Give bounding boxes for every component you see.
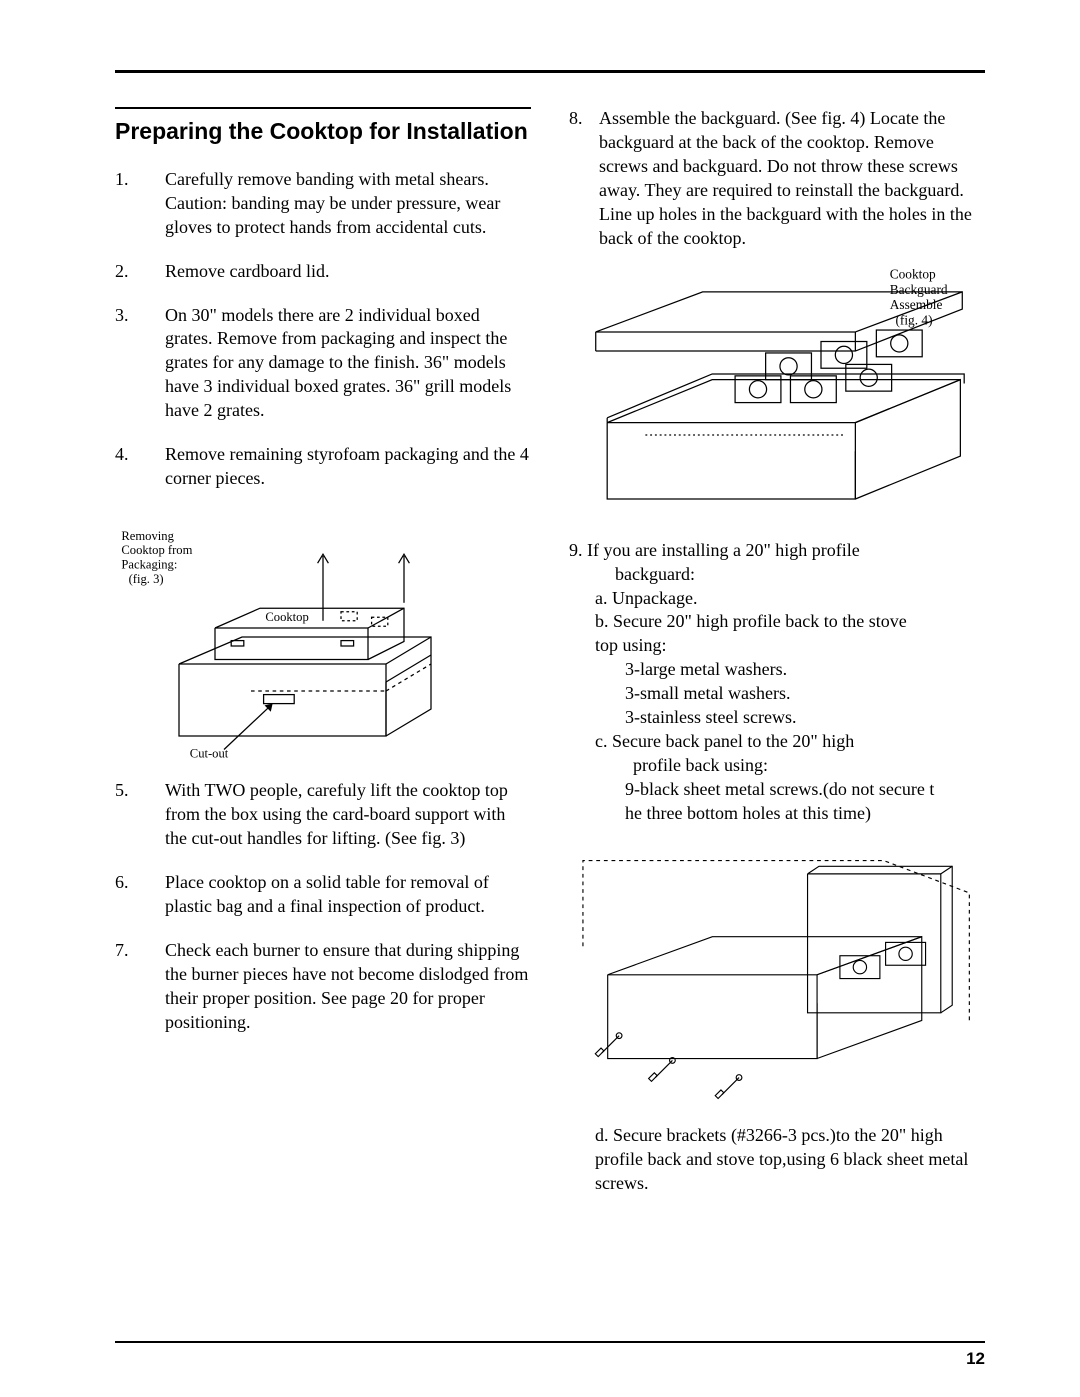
figure-5-svg [569, 832, 989, 1108]
step-text: On 30" models there are 2 individual box… [165, 304, 531, 424]
svg-text:(fig. 4): (fig. 4) [895, 312, 932, 327]
step-9b-l2: 3-small metal washers. [625, 682, 985, 706]
step-9: 9. If you are installing a 20" high prof… [569, 539, 985, 826]
step-number: 3. [115, 304, 165, 424]
steps-list-b: 5. With TWO people, carefuly lift the co… [115, 779, 531, 1034]
step-9b-cont: top using: [595, 634, 985, 658]
step-text: Place cooktop on a solid table for remov… [165, 871, 531, 919]
step-9a: a. Unpackage. [595, 587, 985, 611]
step-text: With TWO people, carefuly lift the cookt… [165, 779, 531, 851]
step-number: 7. [115, 939, 165, 1035]
list-item: 7. Check each burner to ensure that duri… [115, 939, 531, 1035]
step-number: 8. [569, 107, 599, 251]
step-text: Remove cardboard lid. [165, 260, 531, 284]
step-text: Assemble the backguard. (See fig. 4) Loc… [599, 107, 985, 251]
step-9d-text: d. Secure brackets (#3266-3 pcs.)to the … [595, 1124, 985, 1196]
step-9-lead2: backguard: [615, 563, 985, 587]
right-column: 8. Assemble the backguard. (See fig. 4) … [569, 107, 985, 1196]
step-number: 1. [115, 168, 165, 240]
step-number: 4. [115, 443, 165, 491]
step-9-lead: 9. If you are installing a 20" high prof… [569, 539, 985, 563]
list-item: 1. Carefully remove banding with metal s… [115, 168, 531, 240]
step-number: 5. [115, 779, 165, 851]
step-9d: d. Secure brackets (#3266-3 pcs.)to the … [569, 1124, 985, 1196]
list-item: 2. Remove cardboard lid. [115, 260, 531, 284]
list-item: 5. With TWO people, carefuly lift the co… [115, 779, 531, 851]
svg-text:Assemble: Assemble [890, 297, 943, 312]
list-item: 3. On 30" models there are 2 individual … [115, 304, 531, 424]
step-9b-l3: 3-stainless steel screws. [625, 706, 985, 730]
steps-list-a: 1. Carefully remove banding with metal s… [115, 168, 531, 491]
step-text: Remove remaining styrofoam packaging and… [165, 443, 531, 491]
step-8: 8. Assemble the backguard. (See fig. 4) … [569, 107, 985, 251]
step-9b-l1: 3-large metal washers. [625, 658, 985, 682]
figure-3-svg: Removing Cooktop from Packaging: (fig. 3… [115, 511, 495, 763]
svg-text:handles: handles [190, 761, 229, 763]
figure-3: Removing Cooktop from Packaging: (fig. 3… [115, 511, 531, 763]
page-number: 12 [966, 1349, 985, 1369]
step-number: 6. [115, 871, 165, 919]
svg-text:Cooktop: Cooktop [265, 610, 308, 624]
step-9c-l2: he three bottom holes at this time) [625, 802, 985, 826]
step-text: Carefully remove banding with metal shea… [165, 168, 531, 240]
step-9c-cont: profile back using: [633, 754, 985, 778]
svg-text:Cut-out: Cut-out [190, 747, 229, 761]
section-rule [115, 107, 531, 109]
step-9c-l1: 9-black sheet metal screws.(do not secur… [625, 778, 985, 802]
figure-4: Cooktop Backguard Assemble (fig. 4) [569, 265, 985, 523]
svg-text:Cooktop: Cooktop [890, 266, 936, 281]
step-9c: c. Secure back panel to the 20" high [595, 730, 985, 754]
list-item: 6. Place cooktop on a solid table for re… [115, 871, 531, 919]
step-number: 2. [115, 260, 165, 284]
svg-text:Backguard: Backguard [890, 281, 948, 296]
figure-4-svg: Cooktop Backguard Assemble (fig. 4) [569, 265, 989, 523]
step-9b: b. Secure 20" high profile back to the s… [595, 610, 985, 634]
svg-text:(fig. 3): (fig. 3) [129, 572, 164, 586]
svg-text:Cooktop from: Cooktop from [121, 543, 192, 557]
left-column: Preparing the Cooktop for Installation 1… [115, 107, 531, 1196]
columns: Preparing the Cooktop for Installation 1… [115, 107, 985, 1196]
top-rule [115, 70, 985, 73]
bottom-rule [115, 1341, 985, 1343]
list-item: 4. Remove remaining styrofoam packaging … [115, 443, 531, 491]
svg-text:Packaging:: Packaging: [121, 558, 177, 572]
svg-text:Removing: Removing [121, 529, 174, 543]
step-text: Check each burner to ensure that during … [165, 939, 531, 1035]
figure-5 [569, 832, 985, 1108]
section-title: Preparing the Cooktop for Installation [115, 117, 531, 146]
